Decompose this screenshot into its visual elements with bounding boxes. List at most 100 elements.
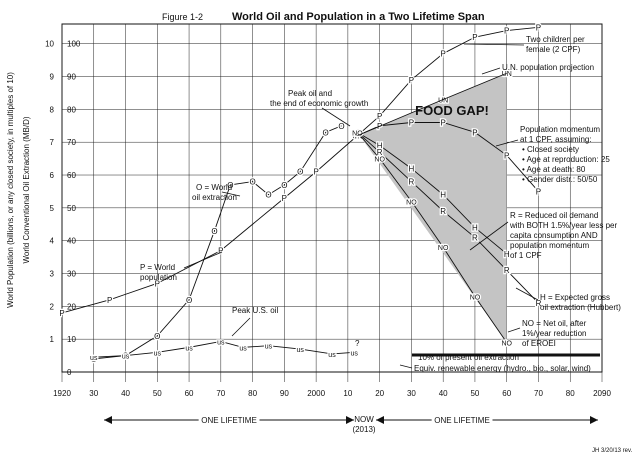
peak-us-annotation: Peak U.S. oil ? (231, 306, 360, 348)
lifetime-right-arrowhead-r (590, 416, 598, 424)
series-0-point-12: P (536, 23, 541, 32)
figure-label: Figure 1-2 (162, 12, 203, 22)
right-tick-30: 30 (67, 270, 76, 279)
series-4-point-1: H (377, 141, 383, 150)
series-0-point-3: P (218, 247, 223, 256)
lifetime-left-arrowhead-r (346, 416, 354, 424)
series-0-point-9: P (441, 50, 446, 59)
left-tick-4: 4 (50, 237, 55, 246)
series-1-point-5: O (227, 181, 233, 190)
series-1-point-4: O (211, 227, 217, 236)
hubbert-annotation: H = Expected gross oil extraction (Hubbe… (515, 287, 621, 312)
right-tick-40: 40 (67, 237, 76, 246)
right-tick-100: 100 (67, 40, 81, 49)
hubbert-line-2: oil extraction (Hubbert) (540, 303, 621, 312)
two-children-arrow (463, 43, 525, 46)
series-1-point-1: O (122, 352, 128, 361)
series-0-point-4: P (282, 194, 287, 203)
momentum-arrow (495, 139, 519, 147)
series-5-point-4: R (472, 233, 478, 242)
series-line-6 (357, 132, 508, 343)
population-annotation: P = World population (140, 251, 223, 282)
series-1-point-0: O (91, 355, 97, 364)
two-children-annotation: Two children per female (2 CPF) (463, 35, 585, 54)
x-tick-2090: 2090 (593, 389, 611, 398)
right-tick-70: 70 (67, 138, 76, 147)
momentum-line-1: Population momentum (520, 125, 600, 134)
reduced-demand-arrow (469, 221, 509, 251)
population-line-2: population (140, 273, 177, 282)
x-tick-1960: 60 (185, 389, 194, 398)
series-line-7 (93, 341, 355, 358)
series-4-point-3: H (440, 191, 446, 200)
lifetime-left-label: ONE LIFETIME (201, 416, 257, 425)
renewable-label: Equiv. renewable energy (hydro., bio., s… (414, 364, 591, 373)
un-projection-annotation: U.N. population projection (481, 63, 594, 75)
peak-oil-line-2: the end of economic growth (270, 99, 368, 108)
x-tick-2080: 80 (566, 389, 575, 398)
food-gap-region (357, 73, 507, 343)
oil-extraction-annotation: O = World oil extraction (192, 183, 241, 202)
oil-extraction-line-1: O = World (196, 183, 232, 192)
chart-title: World Oil and Population in a Two Lifeti… (232, 11, 485, 23)
oil-extraction-line-2: oil extraction (192, 193, 237, 202)
renewable-arrow (399, 364, 413, 369)
renewable-annotation: 10% of present oil extraction Equiv. ren… (399, 353, 600, 373)
left-tick-10: 10 (45, 40, 54, 49)
x-tick-1970: 70 (216, 389, 225, 398)
series-4-point-2: H (409, 164, 415, 173)
series-3-point-4: P (472, 128, 477, 137)
series-3-point-5: P (504, 151, 509, 160)
right-tick-10: 10 (67, 335, 76, 344)
series-1-point-10: O (323, 128, 329, 137)
plot-frame (61, 23, 603, 373)
series-7-point-2: us (154, 350, 162, 357)
series-7-point-6: us (265, 344, 273, 351)
now-year: (2013) (352, 425, 375, 434)
reduced-demand-line-5: of 1 CPF (510, 251, 542, 260)
lifetime-span: ONE LIFETIME NOW (2013) ONE LIFETIME (104, 413, 598, 434)
series-line-1 (93, 125, 342, 360)
series-0-point-11: P (504, 27, 509, 36)
population-line-1: P = World (140, 263, 175, 272)
series-3-point-3: P (441, 118, 446, 127)
x-tick-2020: 20 (375, 389, 384, 398)
right-tick-60: 60 (67, 171, 76, 180)
series-1-point-11: O (338, 122, 344, 131)
net-oil-line-2: 1%/year reduction (522, 329, 586, 338)
peak-oil-arrow (321, 107, 351, 127)
hubbert-arrow (515, 287, 539, 301)
left-tick-5: 5 (50, 204, 55, 213)
series-2-point-1: UN (438, 98, 448, 105)
un-edge-line (357, 72, 507, 137)
series-7-point-4: us (217, 339, 225, 346)
now-label: NOW (354, 415, 374, 424)
series-5-point-2: R (409, 178, 415, 187)
lifetime-left-arrowhead-l (104, 416, 112, 424)
x-tick-2070: 70 (534, 389, 543, 398)
net-oil-line-3: of EROEI (522, 339, 556, 348)
series-1-point-3: O (186, 296, 192, 305)
reduced-demand-line-4: population momentum (510, 241, 589, 250)
series-1-point-7: O (265, 191, 271, 200)
series-1-point-9: O (297, 168, 303, 177)
x-tick-1990: 90 (280, 389, 289, 398)
series-5-point-3: R (440, 207, 446, 216)
reduced-demand-line-1: R = Reduced oil demand (510, 211, 598, 220)
series-7-point-1: us (122, 354, 130, 361)
series-6-point-4: NO (470, 294, 481, 301)
series-7-point-8: us (328, 352, 336, 359)
x-tick-1980: 80 (248, 389, 257, 398)
series-7-point-3: us (185, 345, 193, 352)
x-tick-2030: 30 (407, 389, 416, 398)
oil-extraction-arrow (221, 191, 241, 197)
two-children-line-1: Two children per (526, 35, 585, 44)
net-oil-annotation: NO = Net oil, after 1%/year reduction of… (507, 319, 587, 348)
left-tick-1: 1 (50, 335, 55, 344)
population-arrow (183, 251, 223, 269)
series-2-point-2: UN (502, 71, 512, 78)
reduced-demand-annotation: R = Reduced oil demand with BOTH 1.5%/ye… (469, 211, 617, 260)
un-projection-text: U.N. population projection (502, 63, 594, 72)
